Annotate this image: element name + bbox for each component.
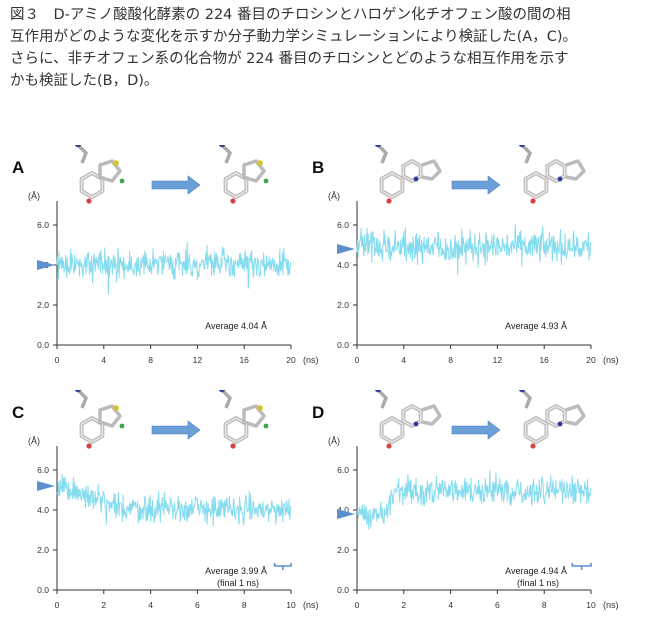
- x-tick-label: 10: [286, 600, 296, 610]
- y-axis-label: (Å): [328, 191, 340, 201]
- initial-distance-marker: [337, 509, 355, 519]
- final-window-bracket: [571, 563, 592, 570]
- x-tick-label: 20: [586, 355, 596, 365]
- x-axis-label: (ns): [603, 600, 619, 610]
- y-tick-label: 0.0: [337, 585, 349, 595]
- caption-line-4: かも検証した(B，D)。: [10, 73, 159, 89]
- x-tick-label: 6: [195, 600, 200, 610]
- x-tick-label: 8: [542, 600, 547, 610]
- panel-b-chart: B 0.0 2.0 4.0 6.0 0 4 8 12 16 20 (Å) (ns) Average 4.9…: [312, 145, 619, 365]
- caption-line-2: 互作用がどのような変化を示すか分子動力学シミュレーションにより検証した(A，C)…: [10, 29, 577, 45]
- transition-arrow-icon: [151, 420, 201, 440]
- panel-letter-c: C: [12, 403, 24, 422]
- y-tick-label: 4.0: [337, 260, 349, 270]
- x-tick-label: 0: [355, 355, 360, 365]
- y-tick-label: 4.0: [37, 505, 49, 515]
- caption-line-3: さらに、非チオフェン系の化合物が 224 番目のチロシンとどのような相互作用を示…: [10, 51, 569, 67]
- x-tick-label: 4: [101, 355, 106, 365]
- x-tick-label: 4: [148, 600, 153, 610]
- panel-c-chart: C 0.0 2.0 4.0 6.0 0 2 4 6 8 10 (Å) (ns) Average 3.99 …: [12, 390, 319, 610]
- average-annotation: Average 4.04 Å: [205, 321, 267, 331]
- x-tick-label: 10: [586, 600, 596, 610]
- x-tick-label: 6: [495, 600, 500, 610]
- initial-distance-marker: [37, 481, 55, 491]
- x-axis-label: (ns): [603, 355, 619, 365]
- y-tick-label: 6.0: [337, 220, 349, 230]
- y-tick-label: 2.0: [37, 545, 49, 555]
- molecule-right-icon: [518, 390, 586, 449]
- distance-trace: [356, 224, 591, 276]
- final-window-bracket: [273, 563, 292, 570]
- x-tick-label: 4: [448, 600, 453, 610]
- average-annotation: Average 4.94 Å: [505, 566, 567, 576]
- x-axis-label: (ns): [303, 600, 319, 610]
- x-tick-label: 8: [448, 355, 453, 365]
- y-axis-label: (Å): [28, 436, 40, 446]
- initial-distance-marker: [37, 260, 55, 270]
- x-axis-label: (ns): [303, 355, 319, 365]
- average-annotation: Average 3.99 Å: [205, 566, 267, 576]
- molecule-left-icon: [74, 390, 125, 449]
- y-tick-label: 0.0: [337, 340, 349, 350]
- y-tick-label: 2.0: [337, 300, 349, 310]
- average-annotation: (final 1 ns): [517, 578, 559, 588]
- x-tick-label: 0: [355, 600, 360, 610]
- x-tick-label: 8: [242, 600, 247, 610]
- molecule-right-icon: [218, 145, 269, 204]
- molecule-right-icon: [518, 145, 586, 204]
- y-tick-label: 6.0: [337, 465, 349, 475]
- panel-d-chart: D 0.0 2.0 4.0 6.0 0 2 4 6 8 10 (Å) (ns) Average 4.94 …: [312, 390, 619, 610]
- x-tick-label: 20: [286, 355, 296, 365]
- molecule-left-icon: [374, 145, 442, 204]
- y-axis-label: (Å): [328, 436, 340, 446]
- figure-caption: 図３ D-アミノ酸酸化酵素の 224 番目のチロシンとハロゲン化チオフェン酸の間…: [10, 4, 665, 92]
- x-tick-label: 0: [55, 600, 60, 610]
- x-tick-label: 12: [493, 355, 503, 365]
- x-tick-label: 12: [193, 355, 203, 365]
- average-annotation: (final 1 ns): [217, 578, 259, 588]
- y-axis-label: (Å): [28, 191, 40, 201]
- y-tick-label: 6.0: [37, 465, 49, 475]
- y-tick-label: 0.0: [37, 340, 49, 350]
- distance-trace: [56, 241, 292, 295]
- y-tick-label: 2.0: [337, 545, 349, 555]
- x-tick-label: 4: [401, 355, 406, 365]
- x-tick-label: 2: [401, 600, 406, 610]
- x-tick-label: 8: [148, 355, 153, 365]
- caption-line-1: 図３ D-アミノ酸酸化酵素の 224 番目のチロシンとハロゲン化チオフェン酸の間…: [10, 7, 571, 23]
- x-tick-label: 0: [55, 355, 60, 365]
- transition-arrow-icon: [451, 420, 501, 440]
- panel-letter-a: A: [12, 158, 24, 177]
- transition-arrow-icon: [151, 175, 201, 195]
- y-tick-label: 6.0: [37, 220, 49, 230]
- x-tick-label: 16: [239, 355, 249, 365]
- panel-letter-d: D: [312, 403, 324, 422]
- distance-trace: [56, 473, 292, 526]
- panel-letter-b: B: [312, 158, 324, 177]
- molecule-left-icon: [374, 390, 442, 449]
- y-tick-label: 0.0: [37, 585, 49, 595]
- average-annotation: Average 4.93 Å: [505, 321, 567, 331]
- initial-distance-marker: [337, 244, 355, 254]
- y-tick-label: 4.0: [337, 505, 349, 515]
- molecule-right-icon: [218, 390, 269, 449]
- molecule-left-icon: [74, 145, 125, 204]
- x-tick-label: 16: [539, 355, 549, 365]
- y-tick-label: 2.0: [37, 300, 49, 310]
- distance-trace: [356, 470, 592, 530]
- transition-arrow-icon: [451, 175, 501, 195]
- x-tick-label: 2: [101, 600, 106, 610]
